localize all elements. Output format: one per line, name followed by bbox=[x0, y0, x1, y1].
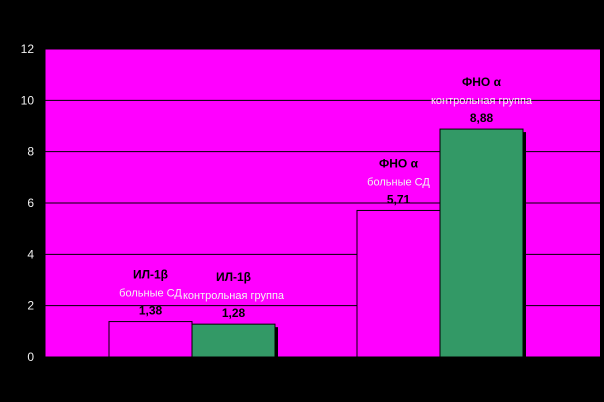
bar bbox=[356, 209, 441, 358]
data-labels: ИЛ-1β больные СД 1,38 ИЛ-1β контрольная груп… bbox=[119, 75, 533, 320]
bar-value-label: 1,38 bbox=[139, 304, 163, 318]
bar-value-label: 1,28 bbox=[222, 306, 246, 320]
bar-label-group: контрольная группа bbox=[183, 290, 285, 302]
bar-label-category: ФНО α bbox=[379, 156, 419, 170]
y-tick-label: 0 bbox=[27, 350, 34, 364]
bar-label-group: больные СД bbox=[367, 176, 430, 188]
bar-label-category: ИЛ-1β bbox=[216, 270, 251, 284]
bar bbox=[108, 321, 193, 358]
y-tick-label: 8 bbox=[27, 145, 34, 159]
y-tick-label: 10 bbox=[21, 93, 35, 107]
bar-value-label: 8,88 bbox=[470, 111, 494, 125]
axes bbox=[40, 48, 600, 358]
y-tick-label: 6 bbox=[27, 196, 34, 210]
bar bbox=[191, 323, 276, 358]
bar bbox=[439, 128, 524, 358]
bars bbox=[108, 128, 526, 358]
y-tick-label: 4 bbox=[27, 247, 34, 261]
y-tick-label: 2 bbox=[27, 299, 34, 313]
y-axis-tick-labels: 0 2 4 6 8 10 12 bbox=[21, 42, 35, 364]
bar-label-group: больные СД bbox=[119, 288, 182, 300]
bar-label-group: контрольная группа bbox=[431, 95, 533, 107]
y-tick-label: 12 bbox=[21, 42, 35, 56]
bar-label-category: ФНО α bbox=[462, 75, 502, 89]
bar-label-category: ИЛ-1β bbox=[133, 268, 168, 282]
bar-value-label: 5,71 bbox=[387, 192, 411, 206]
